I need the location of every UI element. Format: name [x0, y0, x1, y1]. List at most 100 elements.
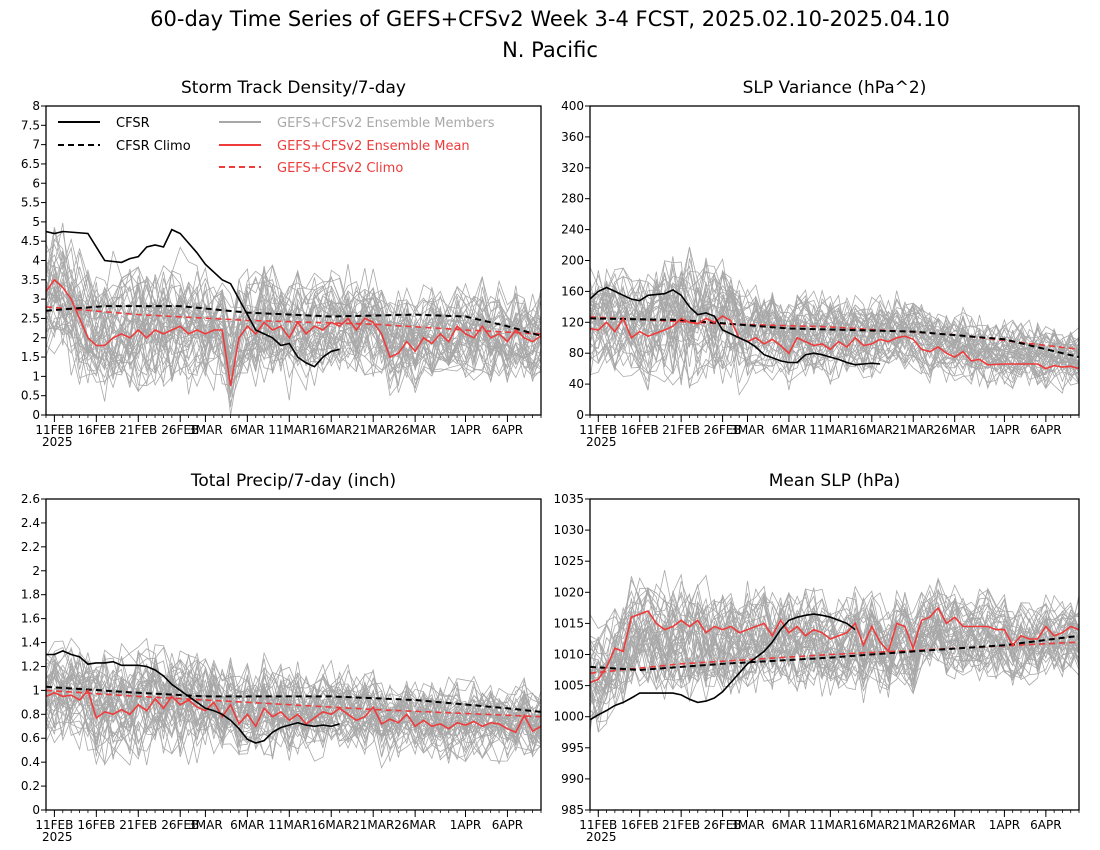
x-tick-label: 6APR — [1030, 423, 1061, 437]
ensemble-member-line — [46, 663, 541, 739]
x-tick-label: 26FEB — [161, 818, 199, 832]
x-tick-label: 21MAR — [892, 423, 934, 437]
y-tick-label: 1000 — [553, 710, 584, 724]
x-tick-label: 11FEB — [35, 423, 73, 437]
ensemble-member-line — [590, 630, 1079, 732]
panel-4: Mean SLP (hPa) 985 990 995 1000 1005 1010 1015 1… — [553, 471, 1080, 844]
y-tick-label: 1.8 — [21, 588, 40, 602]
y-tick-label: 1.5 — [21, 350, 40, 364]
y-tick-label: 80 — [569, 346, 584, 360]
ensemble-member-line — [46, 250, 541, 346]
x-tick-label: 16MAR — [310, 818, 352, 832]
y-tick-label: 2.4 — [21, 516, 40, 530]
ensemble-member-line — [46, 651, 541, 727]
x-tick-label: 16MAR — [851, 423, 893, 437]
x-tick-label: 16FEB — [621, 423, 659, 437]
y-tick-label: 1.4 — [21, 636, 40, 650]
y-tick-label: 0.6 — [21, 731, 40, 745]
y-tick-label: 200 — [561, 254, 584, 268]
panel-2: SLP Variance (hPa^2) 0 40 80 120 160 200 240 280… — [561, 78, 1080, 449]
y-tick-label: 1005 — [553, 679, 584, 693]
x-tick-label: 21MAR — [892, 818, 934, 832]
ensemble-mean-line — [590, 606, 1079, 684]
ensemble-member-line — [590, 304, 1079, 389]
cfsr-climo-line — [46, 685, 541, 713]
x-year-label: 2025 — [42, 435, 73, 449]
x-year-label: 2025 — [586, 435, 617, 449]
x-tick-label: 6APR — [492, 423, 523, 437]
y-tick-label: 6 — [32, 176, 40, 190]
legend: CFSR CFSR Climo GEFS+CFSv2 Ensemble Member… — [58, 116, 495, 176]
ensemble-member-line — [46, 284, 541, 377]
x-tick-label: 16FEB — [621, 818, 659, 832]
gefs-climo-line — [590, 316, 1079, 351]
legend-label: GEFS+CFSv2 Ensemble Mean — [277, 139, 470, 154]
x-tick-label: 26MAR — [934, 423, 976, 437]
y-tick-label: 1015 — [553, 616, 584, 630]
ensemble-members — [590, 570, 1079, 733]
y-tick-label: 7.5 — [21, 118, 40, 132]
y-tick-label: 0.2 — [21, 779, 40, 793]
ensemble-member-line — [590, 258, 1079, 358]
legend-label: GEFS+CFSv2 Climo — [277, 161, 403, 176]
ensemble-member-line — [590, 316, 1079, 396]
ensemble-members — [46, 637, 541, 769]
y-axis: 985 990 995 1000 1005 1010 1015 1020 1025 1030 103… — [553, 492, 590, 817]
panel-title: Mean SLP (hPa) — [769, 471, 901, 491]
y-tick-label: 2 — [32, 331, 40, 345]
plot-area — [46, 222, 541, 415]
ensemble-member-line — [590, 297, 1079, 373]
y-tick-label: 3 — [32, 292, 40, 306]
ensemble-member-line — [590, 280, 1079, 376]
ensemble-member-line — [590, 620, 1079, 696]
x-tick-label: 11FEB — [35, 818, 73, 832]
y-tick-label: 2.6 — [21, 492, 40, 506]
panel-title: Total Precip/7-day (inch) — [190, 471, 396, 491]
ensemble-member-line — [590, 247, 1079, 363]
plot-frame — [45, 498, 542, 811]
ensemble-member-line — [590, 622, 1079, 694]
ensemble-member-line — [46, 238, 541, 372]
legend-label: GEFS+CFSv2 Ensemble Members — [277, 116, 495, 131]
cfsr-climo-line — [590, 634, 1079, 672]
plot-area — [590, 246, 1079, 396]
ensemble-member-line — [590, 261, 1079, 366]
panel-title: Storm Track Density/7-day — [181, 78, 406, 98]
y-tick-label: 0 — [32, 803, 40, 817]
ensemble-member-line — [46, 304, 541, 404]
y-tick-label: 120 — [561, 315, 584, 329]
ensemble-member-line — [46, 679, 541, 753]
ensemble-mean-line — [590, 315, 1079, 370]
y-tick-label: 1010 — [553, 648, 584, 662]
x-tick-label: 26FEB — [704, 423, 742, 437]
ensemble-member-line — [46, 701, 541, 769]
ensemble-member-line — [590, 290, 1079, 380]
x-tick-label: 3MAR — [188, 423, 223, 437]
y-tick-label: 5 — [32, 215, 40, 229]
y-tick-label: 1.6 — [21, 612, 40, 626]
y-tick-label: 8 — [32, 99, 40, 113]
x-tick-label: 11MAR — [809, 423, 851, 437]
x-tick-label: 11MAR — [268, 818, 310, 832]
y-tick-label: 1.2 — [21, 659, 40, 673]
ensemble-member-line — [590, 269, 1079, 366]
x-tick-label: 21FEB — [119, 818, 157, 832]
x-tick-label: 26MAR — [934, 818, 976, 832]
ensemble-member-line — [46, 659, 541, 739]
x-tick-label: 26FEB — [161, 423, 199, 437]
y-tick-label: 280 — [561, 192, 584, 206]
x-tick-label: 26MAR — [394, 423, 436, 437]
y-tick-label: 3.5 — [21, 273, 40, 287]
y-tick-label: 0 — [576, 408, 584, 422]
y-tick-label: 2.5 — [21, 311, 40, 325]
ensemble-member-line — [46, 309, 541, 392]
ensemble-member-line — [46, 277, 541, 375]
ensemble-member-line — [590, 611, 1079, 684]
x-tick-label: 11FEB — [579, 423, 617, 437]
y-tick-label: 320 — [561, 161, 584, 175]
ensemble-member-line — [590, 310, 1079, 389]
ensemble-members — [46, 222, 541, 415]
ensemble-member-line — [46, 652, 541, 740]
